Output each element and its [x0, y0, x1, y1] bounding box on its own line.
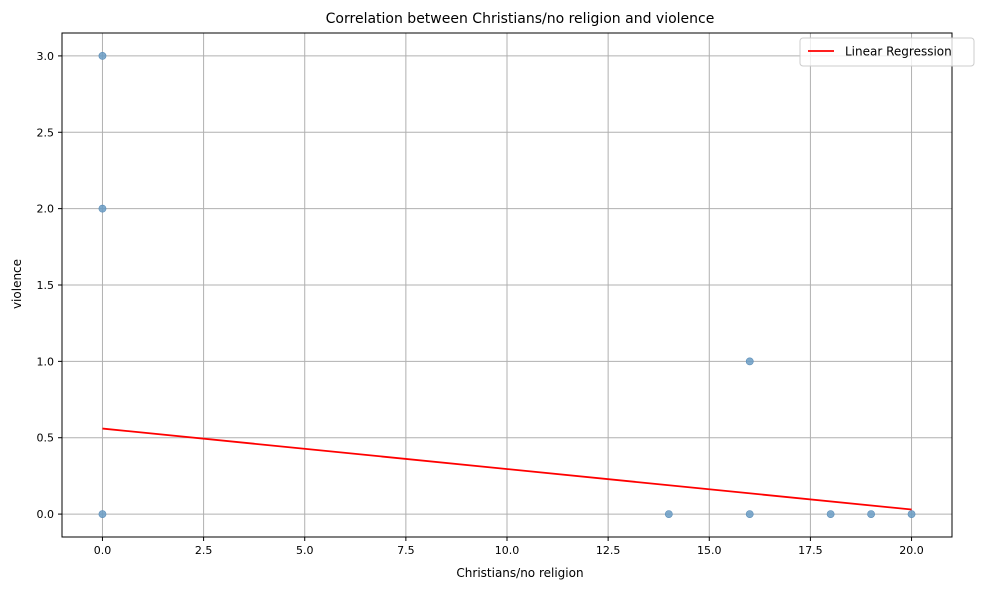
data-points: [98, 52, 916, 518]
y-tick-label: 0.5: [37, 432, 55, 445]
x-tick-label: 10.0: [495, 544, 520, 557]
x-axis-ticks: 0.0 2.5 5.0 7.5 10.0 12.5 15.0 17.5 20.0: [94, 537, 924, 557]
chart-title: Correlation between Christians/no religi…: [326, 11, 715, 27]
y-tick-label: 3.0: [37, 50, 55, 63]
x-axis-label: Christians/no religion: [456, 566, 583, 580]
y-tick-label: 1.5: [37, 279, 55, 292]
data-point: [907, 510, 916, 518]
data-point: [867, 510, 875, 518]
x-tick-label: 20.0: [899, 544, 924, 557]
y-tick-label: 0.0: [37, 508, 55, 521]
x-tick-label: 15.0: [697, 544, 722, 557]
data-point: [745, 357, 754, 366]
data-point: [98, 510, 107, 518]
regression-line: [102, 427, 912, 511]
data-point: [745, 510, 754, 518]
grid: [62, 33, 952, 537]
data-point: [98, 204, 107, 213]
y-axis-ticks: 0.0 0.5 1.0 1.5 2.0 2.5 3.0: [37, 50, 62, 521]
legend-box: [799, 37, 975, 67]
data-point: [664, 510, 673, 518]
x-tick-label: 5.0: [296, 544, 314, 557]
legend: Linear Regression: [799, 37, 975, 67]
y-tick-label: 1.0: [37, 355, 55, 368]
x-tick-label: 7.5: [397, 544, 415, 557]
legend-label-linear-regression: Linear Regression: [845, 45, 952, 59]
y-axis-label: violence: [10, 259, 24, 309]
regression-layer: [102, 427, 912, 511]
data-point: [826, 510, 835, 518]
x-tick-label: 0.0: [94, 544, 112, 557]
x-tick-label: 17.5: [798, 544, 823, 557]
y-tick-label: 2.0: [37, 203, 55, 216]
x-tick-label: 2.5: [195, 544, 213, 557]
data-point: [98, 52, 107, 60]
x-tick-label: 12.5: [596, 544, 621, 557]
y-tick-label: 2.5: [37, 126, 55, 139]
